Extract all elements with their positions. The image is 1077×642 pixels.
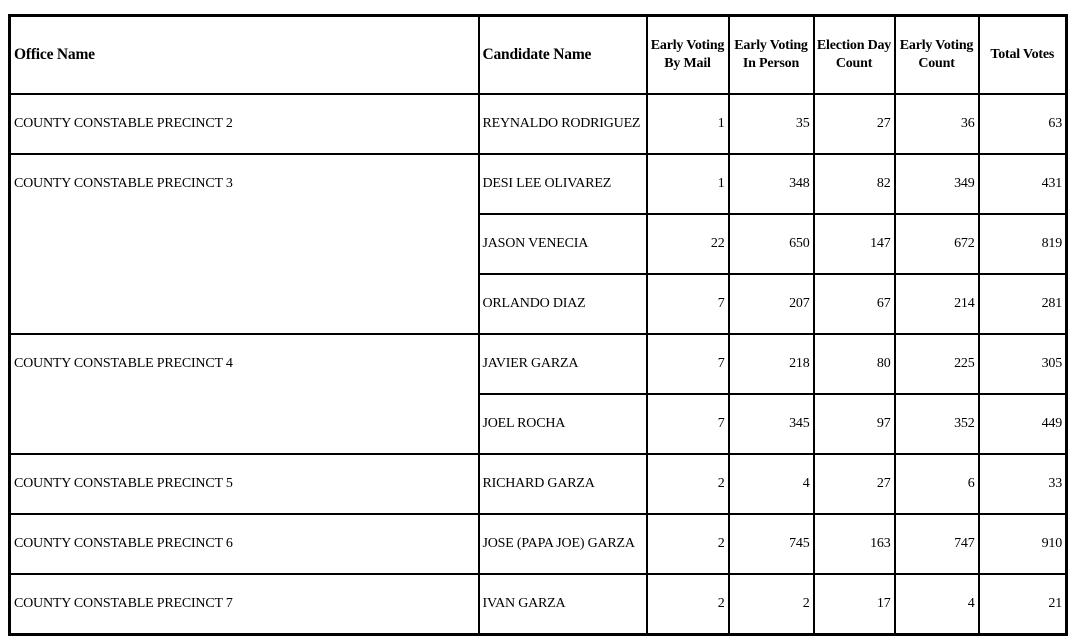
office-name-text: COUNTY CONSTABLE PRECINCT 5 (14, 475, 233, 491)
candidate-cell: RICHARD GARZA (477, 452, 648, 515)
column-header-early-voting-count: Early Voting Count (893, 14, 980, 95)
column-header-text: Candidate Name (482, 46, 592, 64)
election-day-count-cell: 27 (812, 92, 896, 155)
early-voting-in-person-cell: 348 (727, 152, 815, 215)
column-header-candidate-name: Candidate Name (477, 14, 648, 95)
office-name-text: COUNTY CONSTABLE PRECINCT 2 (14, 115, 233, 131)
column-header-election-day-count: Election Day Count (812, 14, 896, 95)
candidate-cell: REYNALDO RODRIGUEZ (477, 92, 648, 155)
early-voting-in-person-cell: 207 (727, 272, 815, 335)
total-votes-cell: 63 (977, 92, 1068, 155)
election-results-table: Office Name Candidate Name Early Voting By … (8, 14, 1068, 636)
column-header-text: Election Day (816, 38, 892, 54)
early-voting-in-person-cell: 650 (727, 212, 815, 275)
early-voting-by-mail-cell: 1 (645, 92, 730, 155)
candidate-cell: DESI LEE OLIVAREZ (477, 152, 648, 215)
early-voting-count-cell: 214 (893, 272, 980, 335)
total-votes-cell: 305 (977, 332, 1068, 395)
office-cell: COUNTY CONSTABLE PRECINCT 7 (8, 572, 480, 635)
table-row: COUNTY CONSTABLE PRECINCT 4 JAVIER GARZA 7… (8, 332, 1068, 455)
office-cell: COUNTY CONSTABLE PRECINCT 5 (8, 452, 480, 515)
office-cell: COUNTY CONSTABLE PRECINCT 6 (8, 512, 480, 575)
table-row: COUNTY CONSTABLE PRECINCT 5 RICHARD GARZA… (8, 452, 1068, 515)
election-day-count-cell: 82 (812, 152, 896, 215)
early-voting-count-cell: 352 (893, 392, 980, 455)
column-header-office-name: Office Name (8, 14, 480, 95)
total-votes-cell: 33 (977, 452, 1068, 515)
table-row: COUNTY CONSTABLE PRECINCT 3 DESI LEE OLIV… (8, 152, 1068, 335)
table-row: ORLANDO DIAZ 7 207 67 214 281 (10, 272, 1068, 335)
early-voting-by-mail-cell: 7 (645, 332, 730, 395)
candidate-cell: JASON VENECIA (477, 212, 648, 275)
column-header-text: Early Voting (650, 38, 725, 54)
early-voting-by-mail-cell: 7 (645, 392, 730, 455)
column-header-text: Early Voting (899, 38, 974, 54)
office-cell: COUNTY CONSTABLE PRECINCT 4 (8, 332, 480, 455)
election-day-count-cell: 80 (812, 332, 896, 395)
candidate-cell: IVAN GARZA (477, 572, 648, 635)
early-voting-count-cell: 672 (893, 212, 980, 275)
column-header-text: Total Votes (990, 47, 1055, 62)
office-name-text: COUNTY CONSTABLE PRECINCT 3 (14, 175, 233, 191)
office-name-text: COUNTY CONSTABLE PRECINCT 6 (14, 535, 233, 551)
office-name-text: COUNTY CONSTABLE PRECINCT 4 (14, 355, 233, 371)
election-day-count-cell: 67 (812, 272, 896, 335)
candidate-cell: JOSE (PAPA JOE) GARZA (477, 512, 648, 575)
early-voting-by-mail-cell: 1 (645, 152, 730, 215)
total-votes-cell: 449 (977, 392, 1068, 455)
table-body: COUNTY CONSTABLE PRECINCT 2 REYNALDO RODR… (8, 92, 1068, 635)
early-voting-in-person-cell: 745 (727, 512, 815, 575)
election-day-count-cell: 97 (812, 392, 896, 455)
early-voting-by-mail-cell: 2 (645, 572, 730, 635)
total-votes-cell: 21 (977, 572, 1068, 635)
early-voting-in-person-cell: 2 (727, 572, 815, 635)
early-voting-in-person-cell: 4 (727, 452, 815, 515)
office-cell: COUNTY CONSTABLE PRECINCT 3 (8, 152, 480, 335)
early-voting-in-person-cell: 218 (727, 332, 815, 395)
early-voting-count-cell: 747 (893, 512, 980, 575)
table-row: COUNTY CONSTABLE PRECINCT 2 REYNALDO RODR… (8, 92, 1068, 155)
candidate-cell: JOEL ROCHA (477, 392, 648, 455)
column-header-text: Count (835, 55, 873, 71)
total-votes-cell: 281 (977, 272, 1068, 335)
early-voting-by-mail-cell: 22 (645, 212, 730, 275)
table-row: JOEL ROCHA 7 345 97 352 449 (10, 392, 1068, 455)
early-voting-in-person-cell: 35 (727, 92, 815, 155)
early-voting-by-mail-cell: 7 (645, 272, 730, 335)
column-header-total-votes: Total Votes (977, 14, 1068, 95)
column-header-text: In Person (742, 55, 800, 71)
office-name-text: COUNTY CONSTABLE PRECINCT 7 (14, 595, 233, 611)
office-cell: COUNTY CONSTABLE PRECINCT 2 (8, 92, 480, 155)
header-row: Office Name Candidate Name Early Voting By … (8, 14, 1068, 95)
early-voting-count-cell: 349 (893, 152, 980, 215)
candidate-cell: ORLANDO DIAZ (477, 272, 648, 335)
table-row: COUNTY CONSTABLE PRECINCT 6 JOSE (PAPA JO… (8, 512, 1068, 575)
table-row: COUNTY CONSTABLE PRECINCT 7 IVAN GARZA 2 2 1… (8, 572, 1068, 635)
column-header-text: By Mail (664, 55, 711, 71)
early-voting-count-cell: 225 (893, 332, 980, 395)
early-voting-count-cell: 6 (893, 452, 980, 515)
column-header-text: Early Voting (734, 38, 808, 54)
candidate-cell: JAVIER GARZA (477, 332, 648, 395)
column-header-early-voting-by-mail: Early Voting By Mail (645, 14, 730, 95)
table-row: JASON VENECIA 22 650 147 672 819 (10, 212, 1068, 275)
election-day-count-cell: 17 (812, 572, 896, 635)
column-header-text: Count (918, 55, 955, 71)
total-votes-cell: 819 (977, 212, 1068, 275)
early-voting-by-mail-cell: 2 (645, 452, 730, 515)
column-header-text: Office Name (14, 46, 95, 64)
election-day-count-cell: 147 (812, 212, 896, 275)
election-day-count-cell: 163 (812, 512, 896, 575)
column-header-early-voting-in-person: Early Voting In Person (727, 14, 815, 95)
election-day-count-cell: 27 (812, 452, 896, 515)
table-header: Office Name Candidate Name Early Voting By … (8, 14, 1068, 95)
total-votes-cell: 431 (977, 152, 1068, 215)
total-votes-cell: 910 (977, 512, 1068, 575)
early-voting-count-cell: 4 (893, 572, 980, 635)
early-voting-by-mail-cell: 2 (645, 512, 730, 575)
early-voting-in-person-cell: 345 (727, 392, 815, 455)
early-voting-count-cell: 36 (893, 92, 980, 155)
